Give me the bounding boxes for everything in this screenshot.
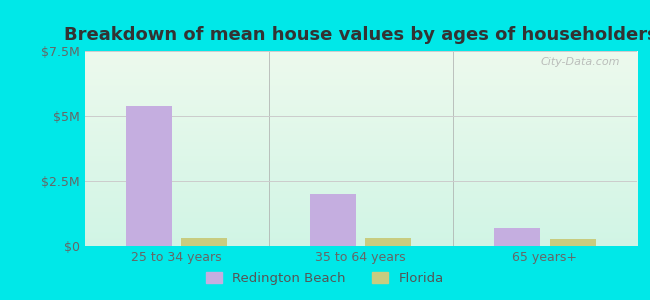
Bar	[181, 238, 228, 246]
Bar	[494, 228, 540, 246]
Title: Breakdown of mean house values by ages of householders: Breakdown of mean house values by ages o…	[64, 26, 650, 44]
Legend: Redington Beach, Florida: Redington Beach, Florida	[201, 267, 449, 290]
Bar	[310, 194, 356, 246]
Bar	[126, 106, 172, 246]
Bar	[549, 239, 595, 246]
Text: City-Data.com: City-Data.com	[541, 57, 620, 67]
Bar	[365, 238, 411, 246]
